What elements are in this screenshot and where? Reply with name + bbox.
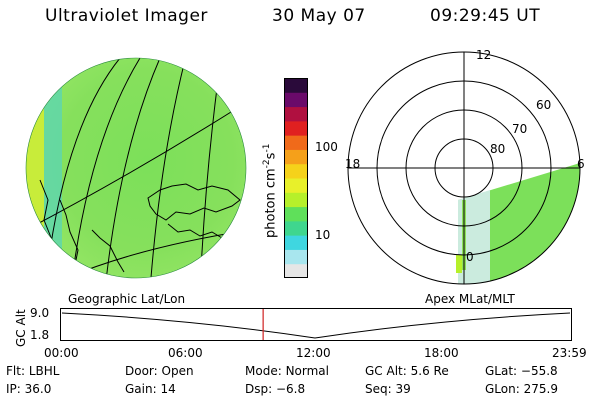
colorbar-unit-label: photon cm-2s-1 — [262, 143, 279, 238]
xtick-2359: 23:59 — [552, 346, 587, 360]
mlt-label-6: 6 — [577, 157, 585, 171]
colorbar-segment — [284, 120, 308, 136]
parallel-line — [39, 229, 246, 278]
colorbar — [284, 78, 308, 278]
info-mode: Mode: Normal — [245, 364, 329, 378]
dayside-limb-band — [26, 58, 44, 278]
geographic-image — [25, 57, 247, 279]
mlt-label-12: 12 — [476, 48, 492, 62]
image-date: 30 May 07 — [272, 6, 366, 26]
xtick-0000: 00:00 — [44, 346, 79, 360]
parallel-line — [26, 99, 246, 231]
info-ip: IP: 36.0 — [6, 382, 52, 396]
coastline — [59, 199, 79, 271]
mlt-label-18: 18 — [345, 157, 361, 171]
meridian-line — [71, 58, 141, 278]
coastline — [167, 223, 223, 239]
image-time: 09:29:45 UT — [430, 6, 541, 26]
colorbar-segment — [284, 263, 308, 278]
meridian-line — [49, 58, 121, 251]
info-glat: GLat: −55.8 — [485, 364, 558, 378]
colorbar-tick-10: 10 — [315, 228, 331, 242]
xtick-0600: 06:00 — [168, 346, 203, 360]
coastline — [91, 229, 125, 273]
info-glon: GLon: 275.9 — [485, 382, 558, 396]
colorbar-segment — [284, 78, 308, 93]
left-plot-title: Geographic Lat/Lon — [68, 292, 186, 306]
plot-ylabel: GC Alt — [14, 309, 28, 347]
colorbar-segment — [284, 235, 308, 250]
lat-label-80: 80 — [490, 142, 506, 156]
info-door: Door: Open — [125, 364, 194, 378]
image-title: Ultraviolet Imager — [45, 6, 208, 26]
colorbar-segment — [284, 106, 308, 122]
meridian-line — [104, 58, 161, 278]
colorbar-segment — [284, 192, 308, 208]
meridian-line — [149, 59, 186, 278]
teal-band — [44, 58, 62, 278]
ytick-1-8: 1.8 — [30, 328, 50, 342]
lat-label-70: 70 — [512, 122, 528, 136]
colorbar-segment — [284, 220, 308, 236]
mlt-label-0: 0 — [466, 250, 474, 264]
auroral-dots — [456, 255, 462, 273]
lat-label-60: 60 — [536, 98, 552, 112]
colorbar-segment — [284, 135, 308, 150]
xtick-1200: 12:00 — [296, 346, 331, 360]
colorbar-tick-100: 100 — [315, 140, 338, 154]
info-seq: Seq: 39 — [365, 382, 411, 396]
colorbar-segment — [284, 249, 308, 265]
info-flt: Flt: LBHL — [6, 364, 60, 378]
right-plot-title: Apex MLat/MLT — [425, 292, 515, 306]
info-gc-alt: GC Alt: 5.6 Re — [365, 364, 449, 378]
ytick-9: 9.0 — [30, 306, 50, 320]
coastline — [147, 183, 241, 221]
xtick-1800: 18:00 — [424, 346, 459, 360]
polar-plot — [347, 51, 581, 285]
info-dsp: Dsp: −6.8 — [245, 382, 306, 396]
colorbar-segment — [284, 206, 308, 222]
globe-disk — [26, 58, 246, 278]
colorbar-segment — [284, 178, 308, 193]
colorbar-segment — [284, 163, 308, 179]
colorbar-segment — [284, 149, 308, 165]
altitude-curve — [61, 312, 571, 339]
altitude-plot — [60, 308, 572, 341]
info-gain: Gain: 14 — [125, 382, 176, 396]
colorbar-segment — [284, 92, 308, 108]
